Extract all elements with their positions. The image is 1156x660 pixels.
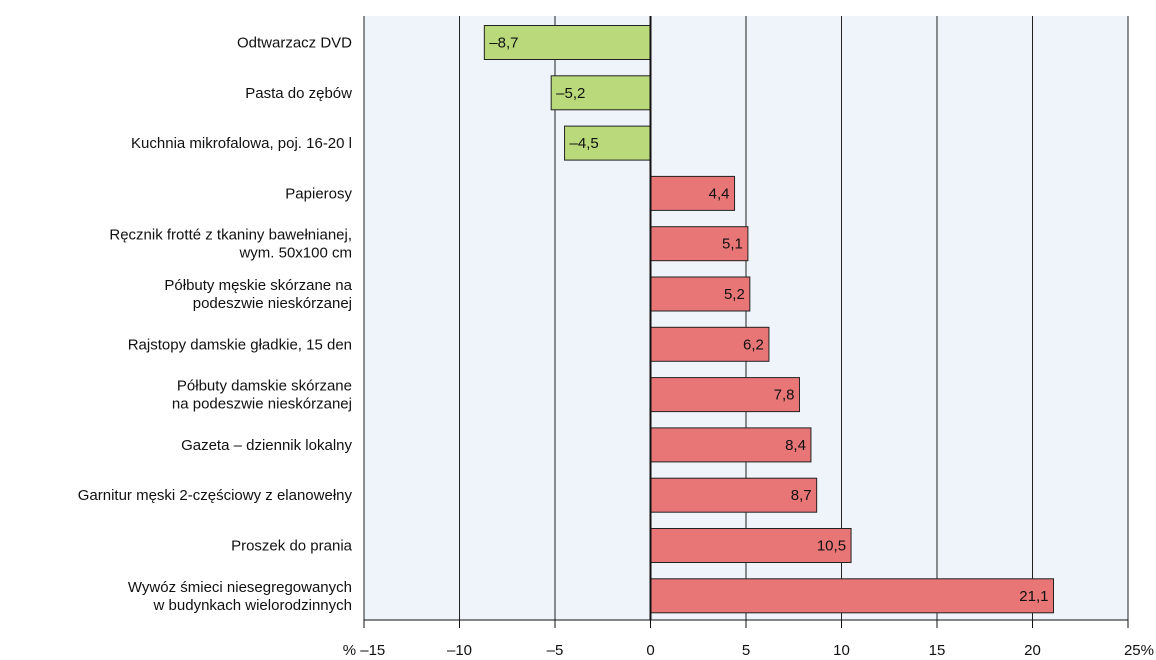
x-axis: % –15 –10 –5 0 5 10 15 20 25% <box>343 619 1154 659</box>
category-label-line: Pasta do zębów <box>245 85 352 102</box>
category-label: Pasta do zębów <box>245 85 352 102</box>
category-label-line: Półbuty damskie skórzane <box>177 378 352 395</box>
data-label: 5,1 <box>722 236 743 253</box>
category-label-line: podeszwie nieskórzanej <box>193 295 352 312</box>
category-label: Półbuty męskie skórzane na podeszwie nies… <box>164 277 352 312</box>
category-label-line: Ręcznik frotté z tkaniny bawełnianej, <box>109 227 352 244</box>
bar <box>650 528 852 563</box>
data-label: 5,2 <box>724 286 745 303</box>
x-tick-label: 20 <box>1024 642 1041 659</box>
category-label-line: Odtwarzacz DVD <box>237 35 352 52</box>
data-label: 4,4 <box>709 185 730 202</box>
category-label-line: Wywóz śmieci niesegregowanych <box>128 579 352 596</box>
data-label: –8,7 <box>489 35 518 52</box>
bar <box>550 75 651 111</box>
category-label-line: Półbuty męskie skórzane na <box>164 277 352 294</box>
x-tick-label: % –15 <box>343 642 386 659</box>
category-label: Gazeta – dziennik lokalny <box>181 437 352 454</box>
x-tick-label: 25% <box>1124 642 1154 659</box>
category-label-line: Kuchnia mikrofalowa, poj. 16-20 l <box>131 135 352 152</box>
data-label: 6,2 <box>743 336 764 353</box>
category-label-line: Garnitur męski 2-częściowy z elanowełny <box>78 487 353 504</box>
category-label: Półbuty damskie skórzane na podeszwie nie… <box>172 378 352 413</box>
category-label-line: wym. 50x100 cm <box>238 245 352 262</box>
bar <box>483 25 651 60</box>
category-label: Garnitur męski 2-częściowy z elanowełny <box>78 487 353 504</box>
category-label: Ręcznik frotté z tkaniny bawełnianej, wym… <box>109 227 352 262</box>
data-label: 10,5 <box>817 538 846 555</box>
grid-lines <box>363 16 1129 620</box>
data-label: 21,1 <box>1019 588 1048 605</box>
data-label: 8,7 <box>791 487 812 504</box>
category-label: Kuchnia mikrofalowa, poj. 16-20 l <box>131 135 352 152</box>
bar <box>650 226 749 262</box>
x-tick-label: –10 <box>447 642 472 659</box>
data-label: 7,8 <box>774 387 795 404</box>
x-tick-label: 10 <box>833 642 850 659</box>
bar <box>650 427 812 463</box>
x-tick-label: –5 <box>547 642 564 659</box>
bars: –8,7 –5,2 –4,5 4,4 5,1 5,2 6,2 7,8 8,4 8,7 10,5 21,… <box>483 25 1055 614</box>
category-label-line: Rajstopy damskie gładkie, 15 den <box>128 336 352 353</box>
x-tick-label: 15 <box>929 642 946 659</box>
bar <box>650 276 751 312</box>
category-label-line: Gazeta – dziennik lokalny <box>181 437 352 454</box>
category-label: Proszek do prania <box>231 538 353 555</box>
data-label: –5,2 <box>556 85 585 102</box>
x-tick-label: 0 <box>646 642 654 659</box>
bar <box>564 125 651 161</box>
data-label: 8,4 <box>785 437 806 454</box>
bar <box>650 175 736 211</box>
data-label: –4,5 <box>570 135 599 152</box>
category-label-line: na podeszwie nieskórzanej <box>172 396 352 413</box>
category-labels: Odtwarzacz DVD Pasta do zębów Kuchnia mikr… <box>78 35 353 614</box>
category-label: Papierosy <box>285 185 352 202</box>
category-label: Odtwarzacz DVD <box>237 35 352 52</box>
category-label-line: w budynkach wielorodzinnych <box>153 597 352 614</box>
category-label-line: Proszek do prania <box>231 538 353 555</box>
category-label-line: Papierosy <box>285 185 352 202</box>
category-label: Rajstopy damskie gładkie, 15 den <box>128 336 352 353</box>
category-label: Wywóz śmieci niesegregowanych w budynkach… <box>128 579 352 614</box>
x-tick-label: 5 <box>742 642 750 659</box>
bar <box>650 326 770 362</box>
bar <box>650 578 1055 614</box>
